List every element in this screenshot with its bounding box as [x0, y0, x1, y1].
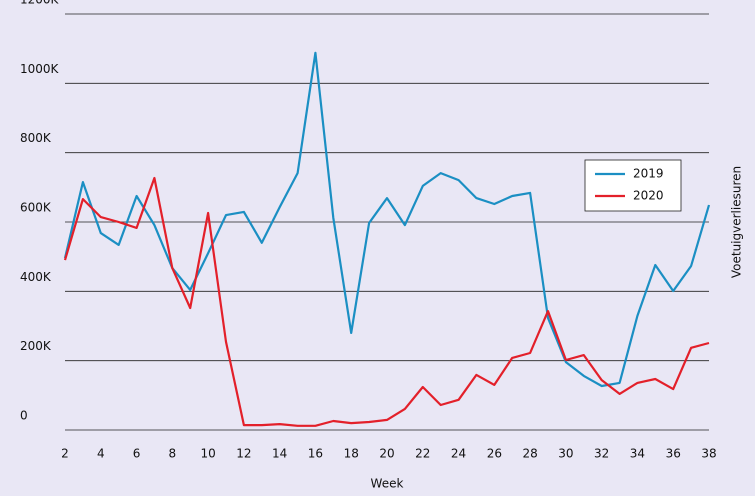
x-tick-label: 8 — [169, 447, 177, 461]
y-tick-label: 1200K — [20, 0, 60, 7]
y-tick-label: 600K — [20, 201, 52, 215]
y-tick-label: 400K — [20, 270, 52, 284]
x-tick-label: 6 — [133, 447, 141, 461]
x-tick-label: 22 — [415, 447, 430, 461]
x-tick-label: 34 — [630, 447, 645, 461]
y-tick-label: 1000K — [20, 62, 60, 76]
x-tick-label: 26 — [487, 447, 502, 461]
x-tick-label: 2 — [61, 447, 69, 461]
x-tick-label: 20 — [379, 447, 394, 461]
y-tick-label: 800K — [20, 131, 52, 145]
x-tick-label: 18 — [344, 447, 359, 461]
x-tick-label: 28 — [522, 447, 537, 461]
x-tick-label: 4 — [97, 447, 105, 461]
legend-label: 2019 — [633, 167, 664, 181]
y-axis-label: Voetuigverliesuren — [730, 166, 744, 278]
x-tick-label: 14 — [272, 447, 287, 461]
x-tick-label: 32 — [594, 447, 609, 461]
x-tick-label: 12 — [236, 447, 251, 461]
legend-box — [584, 159, 682, 212]
x-tick-label: 30 — [558, 447, 573, 461]
legend-label: 2020 — [633, 189, 664, 203]
x-tick-label: 38 — [701, 447, 716, 461]
x-tick-label: 16 — [308, 447, 323, 461]
line-series — [63, 176, 710, 427]
x-tick-label: 10 — [200, 447, 215, 461]
x-tick-label: 36 — [666, 447, 681, 461]
x-tick-label: 24 — [451, 447, 466, 461]
x-axis-label: Week — [371, 477, 404, 491]
y-tick-label: 200K — [20, 339, 52, 353]
y-tick-label: 0 — [20, 409, 28, 423]
